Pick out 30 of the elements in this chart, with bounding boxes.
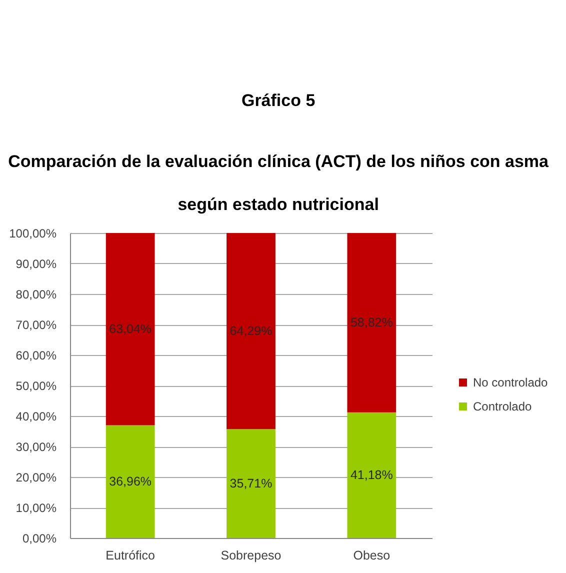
bar bbox=[106, 233, 155, 426]
bar bbox=[226, 429, 276, 538]
y-tick-label: 40,00% bbox=[16, 410, 57, 424]
y-tick-label: 10,00% bbox=[16, 501, 57, 515]
x-tick-label: Sobrepeso bbox=[220, 548, 282, 562]
bar bbox=[347, 412, 396, 538]
data-label: 63,04% bbox=[109, 322, 152, 336]
x-tick-label: Eutrófico bbox=[106, 548, 156, 562]
x-tick-label: Obeso bbox=[353, 548, 390, 562]
y-tick-label: 80,00% bbox=[16, 288, 57, 302]
data-label: 58,82% bbox=[350, 316, 393, 330]
data-label: 36,96% bbox=[109, 474, 152, 489]
legend-label: No controlado bbox=[473, 376, 548, 390]
text: Comparación de la evaluación clínica (ACT) de los niños con asma según estado nutricional bbox=[8, 152, 548, 214]
y-tick-label: 20,00% bbox=[16, 470, 57, 484]
y-tick-label: 50,00% bbox=[16, 379, 57, 393]
chart-title: Gráfico 5 bbox=[241, 91, 316, 110]
legend-label: Controlado bbox=[473, 400, 532, 414]
y-tick-label: 0,00% bbox=[22, 532, 57, 546]
y-tick-label: 100,00% bbox=[9, 226, 57, 240]
data-label: 64,29% bbox=[230, 324, 272, 338]
bar bbox=[347, 233, 396, 412]
y-tick-label: 30,00% bbox=[16, 440, 57, 454]
bar bbox=[226, 233, 276, 430]
bar bbox=[106, 425, 155, 538]
y-tick-label: 60,00% bbox=[16, 348, 57, 362]
y-tick-label: 70,00% bbox=[16, 318, 57, 332]
data-label: 41,18% bbox=[350, 468, 393, 482]
data-label: 35,71% bbox=[230, 476, 272, 491]
y-tick-label: 90,00% bbox=[16, 257, 57, 271]
